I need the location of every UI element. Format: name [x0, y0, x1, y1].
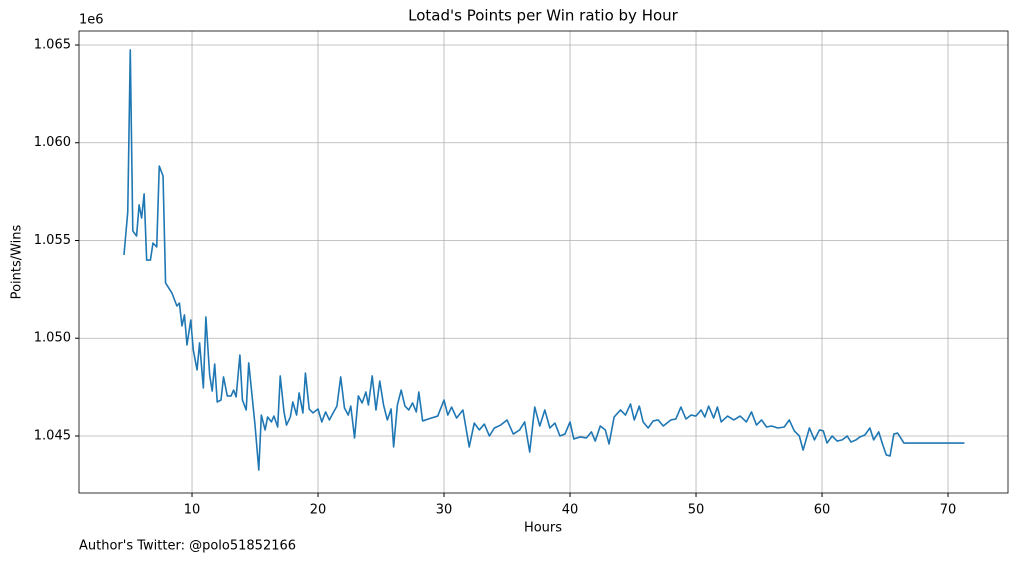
- plot-frame: [78, 30, 1009, 494]
- y-tick-label: 1.065: [34, 37, 71, 52]
- y-tick-label: 1.050: [34, 331, 71, 346]
- y-tick-label: 1.060: [34, 135, 71, 150]
- x-tick-label: 50: [688, 503, 705, 518]
- y-tick-label: 1.055: [34, 233, 71, 248]
- y-axis-label: Points/Wins: [10, 224, 25, 299]
- x-tick-label: 30: [436, 503, 453, 518]
- chart-title: Lotad's Points per Win ratio by Hour: [408, 7, 679, 25]
- x-tick-label: 60: [814, 503, 831, 518]
- x-tick-label: 10: [184, 503, 201, 518]
- x-tick-label: 70: [940, 503, 957, 518]
- data-line: [123, 49, 965, 471]
- x-axis-label: Hours: [524, 521, 562, 536]
- y-tick-label: 1.045: [34, 428, 71, 443]
- x-tick-label: 20: [310, 503, 327, 518]
- footnote: Author's Twitter: @polo51852166: [79, 539, 296, 554]
- y-offset-label: 1e6: [79, 13, 104, 28]
- x-tick-label: 40: [562, 503, 579, 518]
